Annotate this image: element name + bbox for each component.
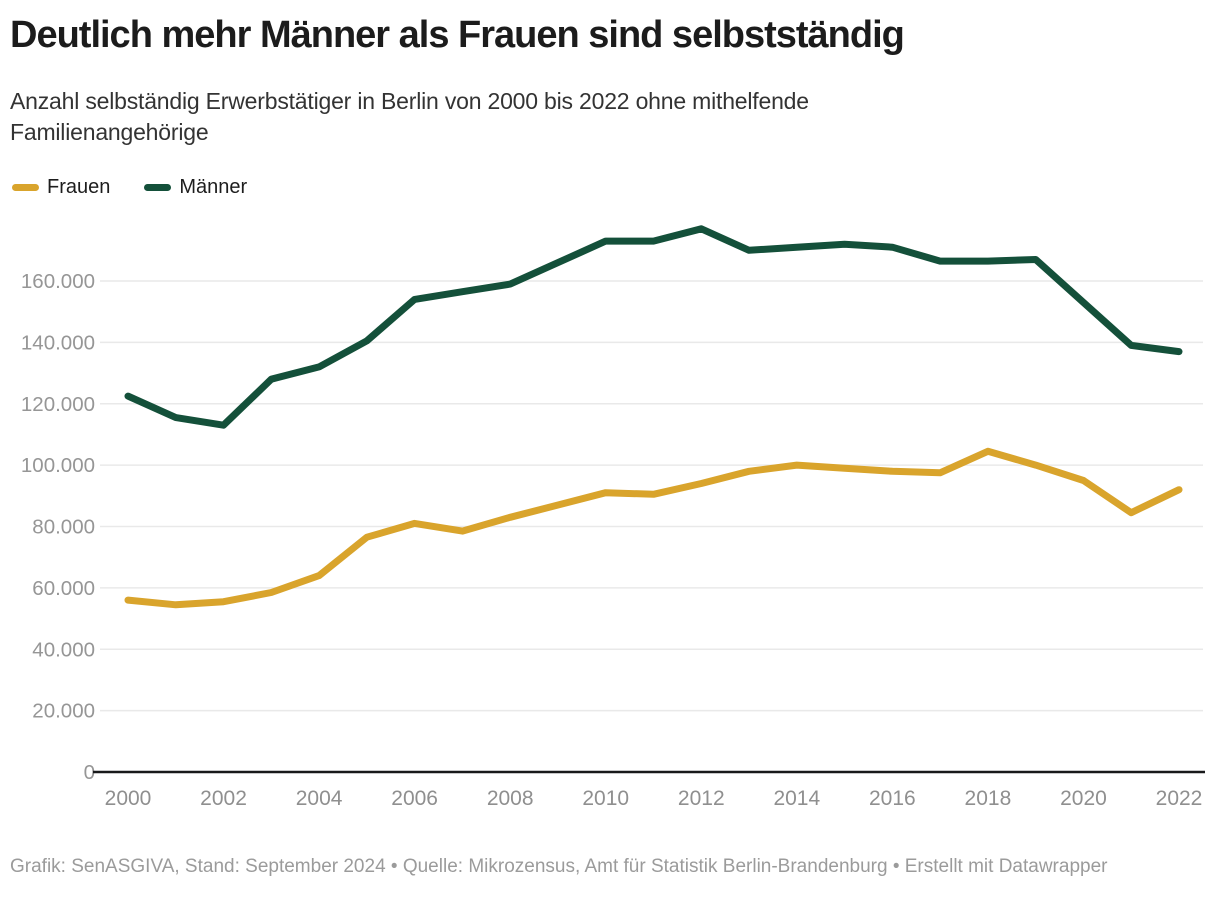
x-axis-labels: 2000 2002 2004 2006 2008 2010 2012 2014 2016 2018… [105,787,1203,810]
x-tick-label: 2020 [1060,787,1107,810]
x-tick-label: 2006 [391,787,438,810]
y-tick-label: 80.000 [32,516,95,539]
x-tick-label: 2002 [200,787,247,810]
chart-title: Deutlich mehr Männer als Frauen sind sel… [10,14,905,56]
y-axis-labels: 0 20.000 40.000 60.000 80.000 100.000 120.000 1… [21,270,95,784]
line-chart-plot: 0 20.000 40.000 60.000 80.000 100.000 120.000 1… [21,225,1205,810]
x-tick-label: 2010 [582,787,629,810]
x-tick-label: 2014 [773,787,820,810]
maenner-line-swatch [144,183,172,191]
x-tick-label: 2012 [678,787,725,810]
frauen-line-swatch [12,183,39,191]
legend-label-frauen: Frauen [47,175,111,198]
chart-subtitle: Anzahl selbständig Erwerbstätiger in Ber… [10,88,809,145]
y-tick-label: 20.000 [32,700,95,723]
legend: Frauen Männer [12,176,1210,198]
y-tick-label: 40.000 [32,638,95,661]
series-line-männer [124,225,1183,429]
x-tick-label: 2016 [869,787,916,810]
series-line-frauen [124,447,1183,609]
legend-item-frauen: Frauen [12,176,110,199]
x-tick-label: 2004 [296,787,343,810]
legend-label-maenner: Männer [179,175,248,198]
y-tick-label: 60.000 [32,577,95,600]
footer-attribution: Grafik: SenASGIVA, Stand: September 2024… [10,856,1108,877]
y-tick-label: 0 [84,761,95,784]
y-tick-label: 120.000 [21,393,95,416]
legend-item-maenner: Männer [144,176,247,199]
x-tick-label: 2018 [965,787,1012,810]
y-tick-label: 140.000 [21,331,95,354]
x-tick-label: 2022 [1156,787,1203,810]
y-tick-label: 100.000 [21,454,95,477]
x-tick-label: 2008 [487,787,534,810]
x-tick-label: 2000 [105,787,152,810]
y-tick-label: 160.000 [21,270,95,293]
